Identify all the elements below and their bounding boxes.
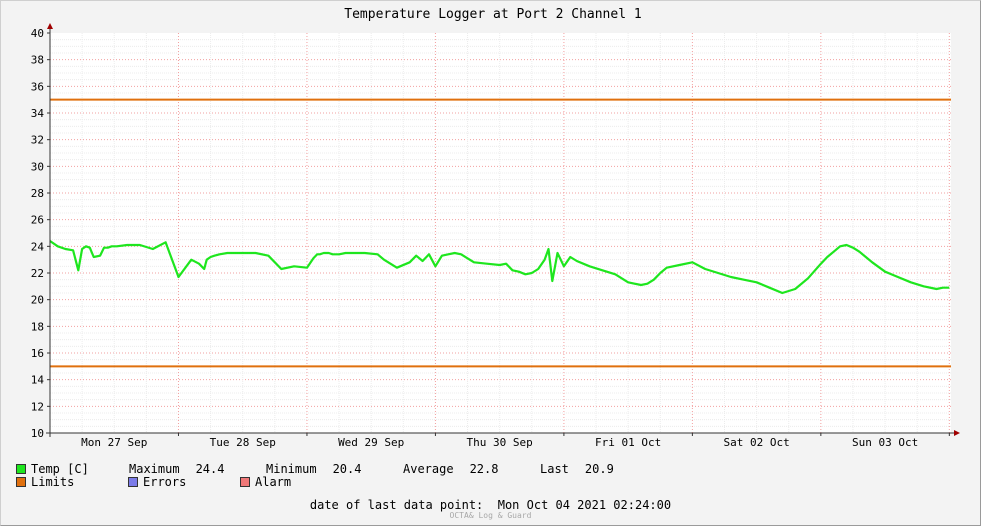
axes <box>46 23 960 437</box>
legend-temp-label: Temp [C] <box>31 462 89 476</box>
minimum-value: 20.4 <box>332 462 362 476</box>
x-tick-label: Sun 03 Oct <box>852 436 918 449</box>
maximum-value: 24.4 <box>195 462 225 476</box>
legend-minimum: Minimum 20.4 <box>266 462 403 476</box>
y-tick-label: 38 <box>31 54 44 67</box>
y-tick-label: 26 <box>31 214 44 227</box>
average-value: 22.8 <box>469 462 499 476</box>
legend-item-temp: Temp [C] <box>16 462 129 476</box>
y-tick-label: 10 <box>31 427 44 440</box>
x-tick-label: Tue 28 Sep <box>210 436 276 449</box>
last-label: Last <box>540 462 569 476</box>
x-axis-arrow <box>954 430 960 436</box>
x-tick-label: Mon 27 Sep <box>81 436 147 449</box>
y-tick-label: 24 <box>31 240 45 253</box>
errors-swatch <box>128 477 138 487</box>
x-axis-ticks: Mon 27 Sep Tue 28 Sep Wed 29 Sep Thu 30 Sep… <box>49 433 950 449</box>
alarm-swatch <box>240 477 250 487</box>
y-tick-label: 14 <box>31 374 45 387</box>
y-axis-ticks: 10 12 14 16 18 20 22 24 26 28 30 32 34 36 38 40 <box>31 27 50 440</box>
legend-row-stats: Temp [C] Maximum 24.4 Minimum 20.4 Avera… <box>16 462 614 476</box>
y-tick-label: 28 <box>31 187 44 200</box>
legend-limits-label: Limits <box>31 475 75 489</box>
watermark: OCTA& Log & Guard <box>449 511 532 520</box>
limit-lines <box>50 98 951 368</box>
legend-item-alarm: Alarm <box>240 475 291 489</box>
legend-row-lines: Limits Errors Alarm <box>16 475 291 489</box>
y-tick-label: 16 <box>31 347 44 360</box>
legend-maximum: Maximum 24.4 <box>129 462 266 476</box>
limits-swatch <box>16 477 26 487</box>
y-tick-label: 34 <box>31 107 45 120</box>
y-tick-label: 40 <box>31 27 44 40</box>
x-tick-label: Thu 30 Sep <box>467 436 533 449</box>
x-tick-label: Sat 02 Oct <box>723 436 789 449</box>
legend-item-errors: Errors <box>128 475 240 489</box>
legend-last: Last 20.9 <box>540 462 614 476</box>
average-label: Average <box>403 462 454 476</box>
y-tick-label: 12 <box>31 400 44 413</box>
x-tick-label: Wed 29 Sep <box>338 436 404 449</box>
y-tick-label: 22 <box>31 267 44 280</box>
x-tick-label: Fri 01 Oct <box>595 436 661 449</box>
maximum-label: Maximum <box>129 462 180 476</box>
y-tick-label: 32 <box>31 134 44 147</box>
last-data-point: date of last data point: Mon Oct 04 2021… <box>309 498 672 512</box>
y-tick-label: 20 <box>31 294 44 307</box>
legend-alarm-label: Alarm <box>255 475 292 489</box>
y-tick-label: 36 <box>31 80 44 93</box>
legend-errors-label: Errors <box>143 475 187 489</box>
legend-item-limits: Limits <box>16 475 128 489</box>
y-tick-label: 30 <box>31 160 44 173</box>
temp-swatch <box>16 464 26 474</box>
minimum-label: Minimum <box>266 462 317 476</box>
y-tick-label: 18 <box>31 320 44 333</box>
last-value: 20.9 <box>584 462 614 476</box>
series-line-temp <box>49 240 950 295</box>
series-layer <box>49 240 950 295</box>
legend-average: Average 22.8 <box>403 462 540 476</box>
chart-title: Temperature Logger at Port 2 Channel 1 <box>344 7 641 22</box>
y-axis-arrow <box>47 23 53 29</box>
